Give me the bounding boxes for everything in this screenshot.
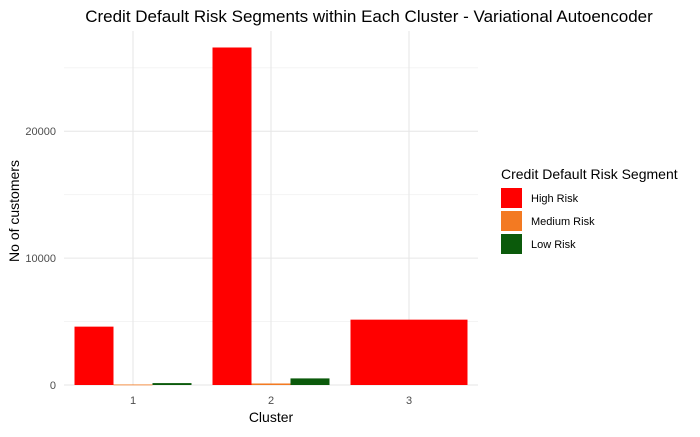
y-tick-label: 0	[50, 380, 56, 392]
chart-title: Credit Default Risk Segments within Each…	[85, 7, 653, 26]
y-tick-label: 20000	[25, 126, 56, 138]
bar-high-risk-cluster-2	[212, 47, 252, 385]
legend-item-high-risk: High Risk	[501, 188, 579, 208]
x-tick-label: 2	[268, 395, 274, 407]
legend-label: High Risk	[531, 193, 579, 205]
x-tick-label: 3	[406, 395, 412, 407]
legend-item-low-risk: Low Risk	[501, 234, 576, 254]
bar-high-risk-cluster-3	[350, 319, 468, 385]
bar-low-risk-cluster-2	[290, 378, 330, 385]
legend: Credit Default Risk Segment High Risk Med…	[501, 166, 678, 254]
legend-item-medium-risk: Medium Risk	[501, 211, 595, 231]
y-axis-title: No of customers	[6, 160, 22, 262]
x-tick-label: 1	[130, 395, 136, 407]
y-tick-label: 10000	[25, 253, 56, 265]
bar-low-risk-cluster-1	[152, 383, 192, 385]
legend-swatch	[501, 234, 522, 254]
bar-layer	[74, 47, 468, 386]
bar-medium-risk-cluster-2	[251, 383, 291, 385]
tick-layer: 0 10000 20000 1 2 3	[25, 126, 412, 407]
grid-layer	[64, 31, 478, 386]
legend-label: Low Risk	[531, 239, 576, 251]
legend-swatch	[501, 211, 522, 231]
legend-title: Credit Default Risk Segment	[501, 166, 678, 182]
legend-swatch	[501, 188, 522, 208]
bar-high-risk-cluster-1	[74, 326, 114, 385]
bar-medium-risk-cluster-1	[113, 384, 153, 386]
x-axis-title: Cluster	[249, 409, 294, 425]
legend-label: Medium Risk	[531, 216, 595, 228]
